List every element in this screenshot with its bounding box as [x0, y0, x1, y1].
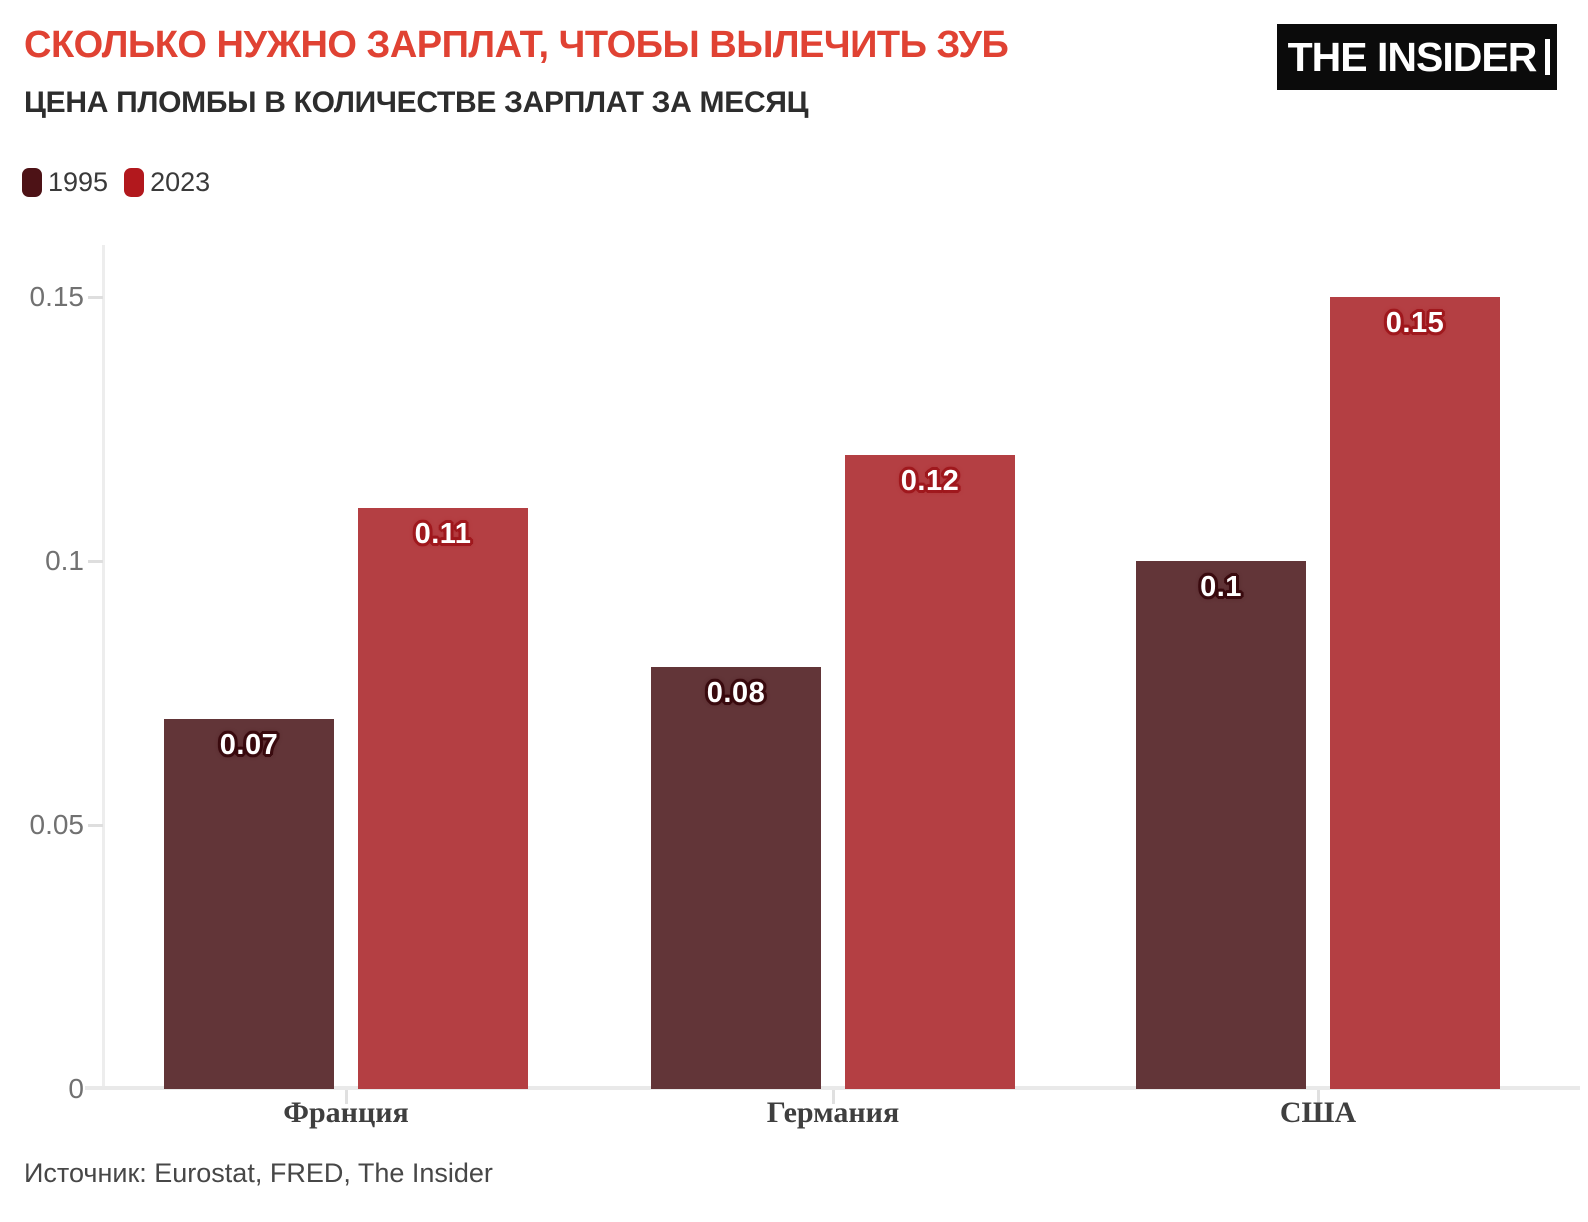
- legend-swatch-1995: [22, 168, 42, 197]
- legend-label-2023: 2023: [150, 167, 211, 197]
- bar-value-label: 0.15: [1385, 307, 1445, 339]
- y-axis-tick-label: 0.05: [29, 809, 85, 840]
- x-axis-category-label: Франция: [283, 1096, 409, 1129]
- page-subtitle: ЦЕНА ПЛОМБЫ В КОЛИЧЕСТВЕ ЗАРПЛАТ ЗА МЕСЯ…: [24, 86, 809, 119]
- y-axis-tick-label: 0: [68, 1073, 84, 1104]
- bar-1995-Германия: 0.08: [651, 666, 821, 1089]
- bar-2023-США: 0.15: [1330, 297, 1500, 1089]
- y-axis-line: [102, 245, 105, 1089]
- x-axis-category-label: Германия: [766, 1096, 900, 1129]
- y-axis-tick-label: 0.15: [29, 281, 85, 312]
- y-axis-tick-mark: [88, 559, 103, 563]
- page-title: СКОЛЬКО НУЖНО ЗАРПЛАТ, ЧТОБЫ ВЫЛЕЧИТЬ ЗУ…: [24, 24, 1009, 66]
- logo-text: THE INSIDER: [1287, 33, 1538, 80]
- x-axis-baseline: [85, 1086, 1580, 1090]
- x-axis-category-label: США: [1279, 1096, 1357, 1129]
- bar-value-label: 0.12: [900, 465, 960, 498]
- bar-1995-США: 0.1: [1136, 561, 1306, 1089]
- x-axis-tick-mark: [831, 1090, 835, 1104]
- y-axis-tick-mark: [88, 823, 103, 827]
- the-insider-logo: THE INSIDER: [1277, 24, 1557, 90]
- logo-cursor-bar: [1545, 39, 1550, 75]
- bar-value-label: 0.07: [219, 729, 279, 762]
- bar-value-label: 0.08: [706, 676, 766, 709]
- x-axis-tick-mark: [344, 1090, 348, 1104]
- legend-item-1995: 1995: [22, 167, 108, 198]
- chart-legend: 1995 2023: [22, 167, 210, 198]
- y-axis-tick-label: 0.1: [45, 545, 84, 576]
- legend-item-2023: 2023: [124, 167, 210, 198]
- bar-value-label: 0.11: [414, 518, 472, 551]
- bar-1995-Франция: 0.07: [164, 719, 334, 1089]
- x-axis-tick-mark: [1316, 1090, 1320, 1104]
- source-note: Источник: Eurostat, FRED, The Insider: [24, 1158, 493, 1188]
- bar-2023-Франция: 0.11: [358, 508, 528, 1089]
- legend-label-1995: 1995: [48, 167, 109, 197]
- bar-value-label: 0.1: [1200, 571, 1242, 603]
- bar-2023-Германия: 0.12: [845, 455, 1015, 1089]
- legend-swatch-2023: [124, 168, 145, 197]
- y-axis-tick-mark: [88, 295, 103, 299]
